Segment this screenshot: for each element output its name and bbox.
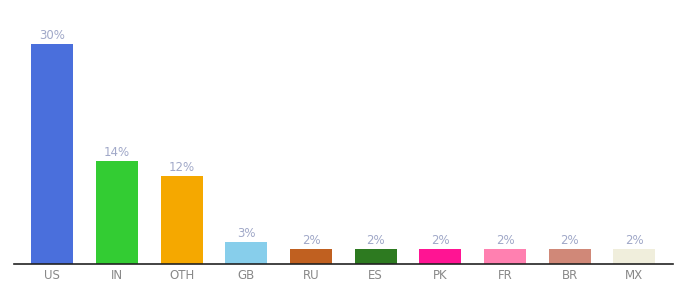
Text: 2%: 2% xyxy=(560,234,579,247)
Bar xyxy=(160,176,203,264)
Text: 12%: 12% xyxy=(169,161,194,174)
Bar xyxy=(355,249,396,264)
Bar xyxy=(31,44,73,264)
Bar xyxy=(549,249,591,264)
Text: 2%: 2% xyxy=(431,234,449,247)
Bar xyxy=(613,249,656,264)
Text: 14%: 14% xyxy=(104,146,130,159)
Text: 3%: 3% xyxy=(237,227,256,240)
Text: 2%: 2% xyxy=(496,234,514,247)
Bar xyxy=(225,242,267,264)
Text: 30%: 30% xyxy=(39,29,65,42)
Bar xyxy=(484,249,526,264)
Text: 2%: 2% xyxy=(302,234,320,247)
Bar xyxy=(420,249,462,264)
Bar xyxy=(290,249,332,264)
Text: 2%: 2% xyxy=(367,234,385,247)
Text: 2%: 2% xyxy=(625,234,644,247)
Bar xyxy=(96,161,138,264)
